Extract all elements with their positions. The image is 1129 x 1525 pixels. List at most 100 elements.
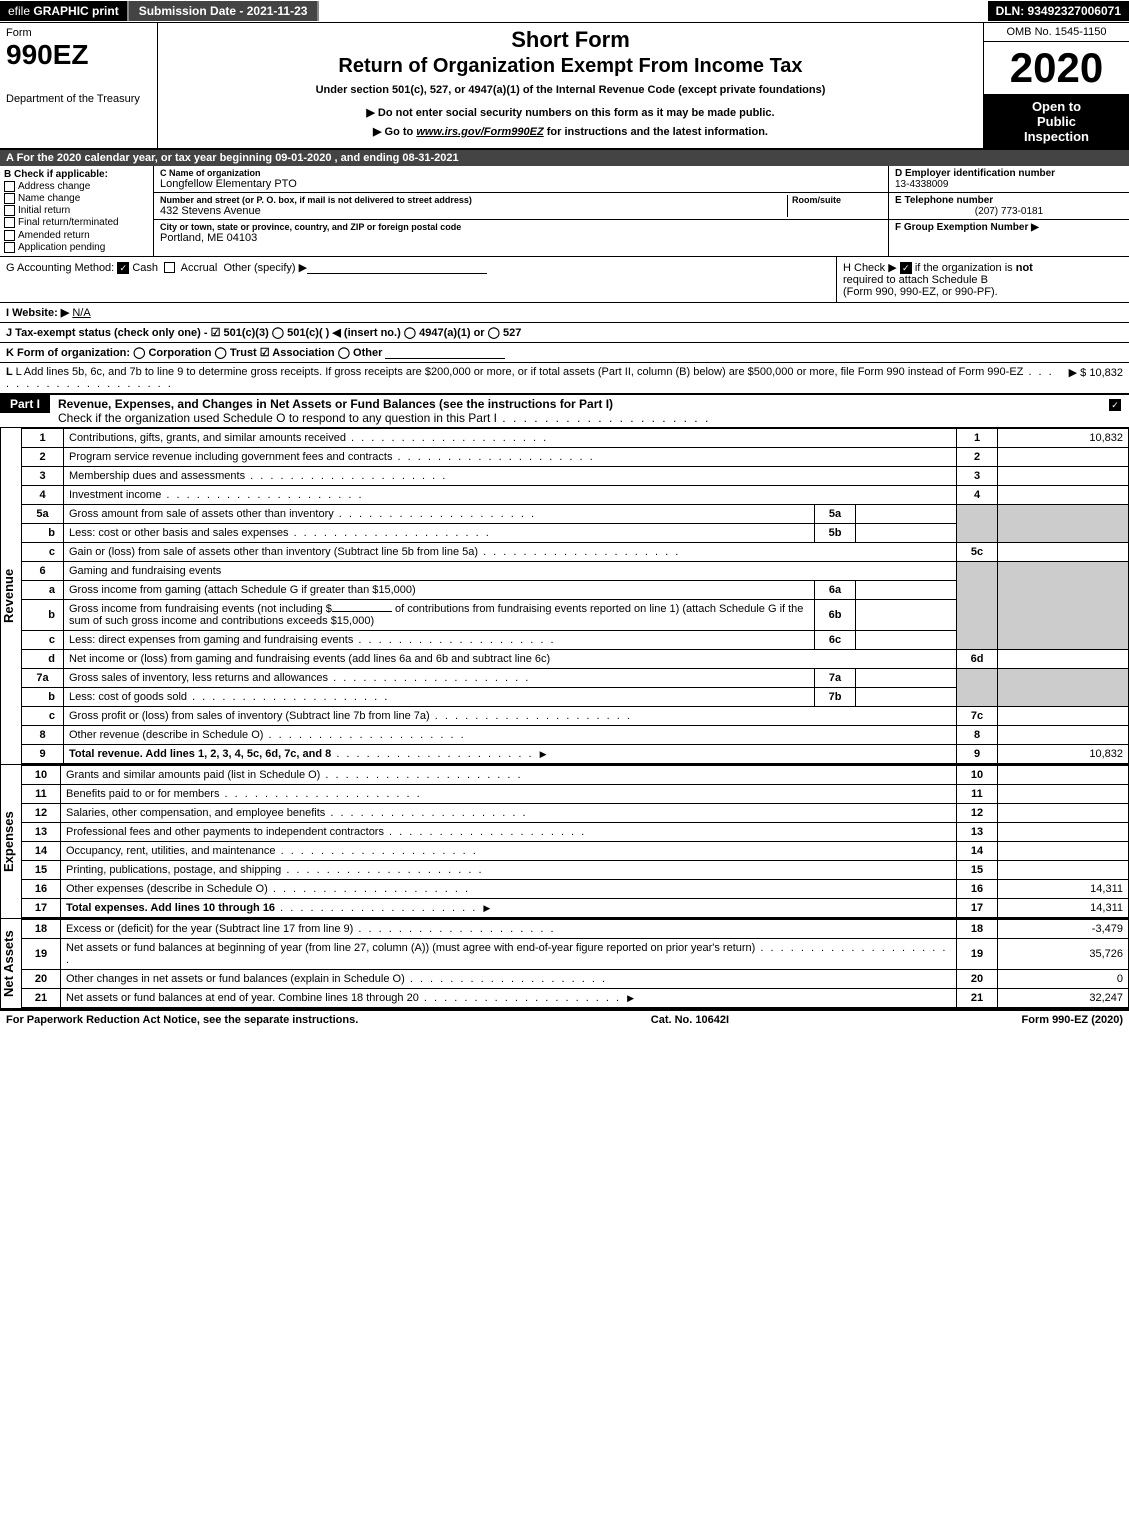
g-cash: Cash (132, 262, 158, 274)
line-12: 12Salaries, other compensation, and empl… (22, 803, 1129, 822)
triangle-right-icon (537, 748, 550, 760)
part1-title: Revenue, Expenses, and Changes in Net As… (58, 397, 613, 411)
d-val: 13-4338009 (895, 179, 1123, 190)
part1-badge: Part I (0, 395, 50, 413)
efile-label: efile GRAPHIC print (0, 1, 127, 21)
k-form-org: K Form of organization: ◯ Corporation ◯ … (0, 343, 1129, 363)
line-5a: 5aGross amount from sale of assets other… (22, 504, 1129, 523)
b-opt-pending: Application pending (4, 242, 149, 253)
expenses-table: 10Grants and similar amounts paid (list … (21, 765, 1129, 918)
line-21: 21Net assets or fund balances at end of … (22, 988, 1129, 1007)
checkbox-empty-icon[interactable] (4, 230, 15, 241)
h-text3: (Form 990, 990-EZ, or 990-PF). (843, 286, 998, 298)
footer-right: Form 990-EZ (2020) (1022, 1014, 1124, 1026)
line-1: 1Contributions, gifts, grants, and simil… (22, 428, 1129, 447)
l-val: 10,832 (1089, 367, 1123, 379)
triangle-right-icon (480, 902, 493, 914)
street-row: Number and street (or P. O. box, if mail… (154, 193, 888, 220)
triangle-right-icon (624, 992, 637, 1004)
line-10: 10Grants and similar amounts paid (list … (22, 765, 1129, 784)
inspection-badge: Open to Public Inspection (984, 95, 1129, 148)
e-label: E Telephone number (895, 195, 1123, 206)
org-name: Longfellow Elementary PTO (160, 178, 882, 190)
l-arrow: ▶ $ (1069, 367, 1087, 379)
city-label: City or town, state or province, country… (160, 222, 882, 232)
k-text: K Form of organization: ◯ Corporation ◯ … (6, 347, 382, 359)
blank-line (307, 261, 487, 274)
irs-link[interactable]: www.irs.gov/Form990EZ (416, 126, 543, 138)
page-footer: For Paperwork Reduction Act Notice, see … (0, 1009, 1129, 1029)
g-accrual: Accrual (181, 262, 218, 274)
top-bar: efile GRAPHIC print Submission Date - 20… (0, 0, 1129, 23)
header-left: Form 990EZ Department of the Treasury (0, 23, 158, 148)
checkbox-checked-icon[interactable] (1109, 399, 1121, 411)
line-16: 16Other expenses (describe in Schedule O… (22, 879, 1129, 898)
e-phone: E Telephone number (207) 773-0181 (889, 193, 1129, 220)
checkbox-empty-icon[interactable] (4, 181, 15, 192)
b-opt-name: Name change (4, 193, 149, 204)
l-gross-receipts: L L Add lines 5b, 6c, and 7b to line 9 t… (0, 363, 1129, 394)
i-val: N/A (72, 307, 90, 319)
checkbox-empty-icon[interactable] (4, 193, 15, 204)
tax-year: 2020 (984, 42, 1129, 95)
expenses-section: Expenses 10Grants and similar amounts pa… (0, 765, 1129, 919)
b-opt-initial: Initial return (4, 205, 149, 216)
city-row: City or town, state or province, country… (154, 220, 888, 246)
h-check: H Check ▶ if the organization is not req… (836, 257, 1129, 302)
inspection-l2: Public (986, 114, 1127, 129)
checkbox-empty-icon[interactable] (4, 205, 15, 216)
j-tax-exempt: J Tax-exempt status (check only one) - ☑… (0, 323, 1129, 343)
submission-date: Submission Date - 2021-11-23 (127, 1, 320, 21)
header-center: Short Form Return of Organization Exempt… (158, 23, 983, 148)
checkbox-checked-icon[interactable] (117, 262, 129, 274)
line-7c: cGross profit or (loss) from sales of in… (22, 706, 1129, 725)
subtitle: Under section 501(c), 527, or 4947(a)(1)… (168, 84, 973, 96)
street-val: 432 Stevens Avenue (160, 205, 787, 217)
room-label: Room/suite (792, 195, 882, 205)
line-18: 18Excess or (deficit) for the year (Subt… (22, 919, 1129, 938)
checkbox-empty-icon[interactable] (164, 262, 175, 273)
line-11: 11Benefits paid to or for members11 (22, 784, 1129, 803)
efile-bold: GRAPHIC print (33, 4, 118, 18)
checkbox-empty-icon[interactable] (4, 242, 15, 253)
line-15: 15Printing, publications, postage, and s… (22, 860, 1129, 879)
netassets-section: Net Assets 18Excess or (deficit) for the… (0, 919, 1129, 1009)
f-label: F Group Exemption Number ▶ (895, 222, 1039, 233)
footer-mid: Cat. No. 10642I (651, 1014, 729, 1026)
part1-header-row: Part I Revenue, Expenses, and Changes in… (0, 394, 1129, 428)
blank-line (385, 346, 505, 359)
line-9: 9Total revenue. Add lines 1, 2, 3, 4, 5c… (22, 744, 1129, 763)
form-word: Form (6, 27, 151, 39)
dln-number: DLN: 93492327006071 (988, 1, 1129, 21)
efile-prefix: efile (8, 4, 33, 18)
line-13: 13Professional fees and other payments t… (22, 822, 1129, 841)
line-14: 14Occupancy, rent, utilities, and mainte… (22, 841, 1129, 860)
expenses-label: Expenses (0, 765, 21, 918)
c-label: C Name of organization (160, 168, 882, 178)
checkbox-empty-icon[interactable] (4, 217, 15, 228)
revenue-section: Revenue 1Contributions, gifts, grants, a… (0, 428, 1129, 765)
checkbox-checked-icon[interactable] (900, 262, 912, 274)
h-text2: required to attach Schedule B (843, 274, 988, 286)
form-header: Form 990EZ Department of the Treasury Sh… (0, 23, 1129, 150)
inspection-l1: Open to (986, 99, 1127, 114)
d-label: D Employer identification number (895, 168, 1123, 179)
netassets-table: 18Excess or (deficit) for the year (Subt… (21, 919, 1129, 1008)
i-website-row: I Website: ▶ N/A (0, 303, 1129, 323)
entity-mid: C Name of organization Longfellow Elemen… (154, 166, 888, 256)
h-label: H Check ▶ (843, 262, 897, 274)
return-title: Return of Organization Exempt From Incom… (168, 55, 973, 78)
ssn-note: ▶ Do not enter social security numbers o… (168, 106, 973, 119)
g-other: Other (specify) ▶ (223, 262, 307, 274)
inspection-l3: Inspection (986, 129, 1127, 144)
row-a-tax-year: A For the 2020 calendar year, or tax yea… (0, 150, 1129, 166)
line-19: 19Net assets or fund balances at beginni… (22, 938, 1129, 969)
g-accounting: G Accounting Method: Cash Accrual Other … (0, 257, 836, 302)
part1-sub: Check if the organization used Schedule … (58, 411, 497, 425)
street-label: Number and street (or P. O. box, if mail… (160, 195, 787, 205)
line-7a: 7aGross sales of inventory, less returns… (22, 668, 1129, 687)
footer-left: For Paperwork Reduction Act Notice, see … (6, 1014, 358, 1026)
dept-treasury: Department of the Treasury (6, 93, 151, 105)
link-suffix: for instructions and the latest informat… (544, 126, 768, 138)
revenue-label: Revenue (0, 428, 21, 764)
